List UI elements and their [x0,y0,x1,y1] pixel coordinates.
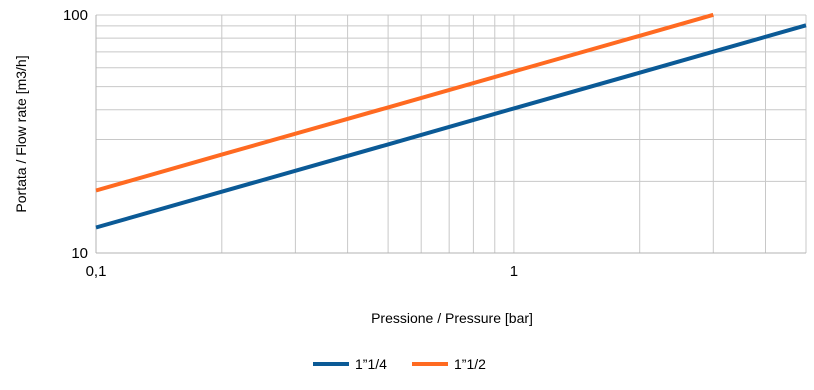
x-tick-label: 1 [510,263,518,280]
series-layer [95,12,807,230]
y-tick-label: 100 [63,7,88,24]
series-line-1 [95,23,807,230]
legend: 1”1/4 1”1/2 [313,356,486,372]
grid-layer [95,14,807,254]
y-tick-label: 10 [71,245,88,262]
axes-layer [95,15,806,254]
series-line-2 [95,12,714,193]
x-tick-label: 0,1 [86,263,107,280]
x-axis-label: Pressione / Pressure [bar] [371,310,533,326]
tick-labels: 0,1 1 10 100 [63,7,518,280]
y-axis-label: Portata / Flow rate [m3/h] [13,55,29,212]
legend-label-2: 1”1/2 [454,356,486,372]
legend-label-1: 1”1/4 [355,356,387,372]
